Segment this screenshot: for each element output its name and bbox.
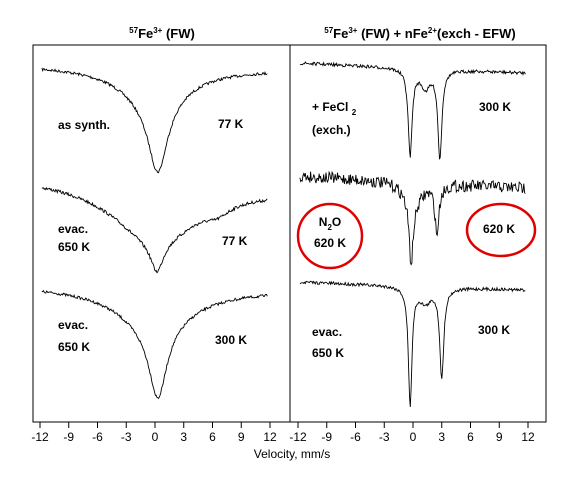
- right-spectrum-2-temperature: 620 K: [483, 222, 515, 236]
- left-spectrum-3-label-line1: evac.: [58, 318, 88, 332]
- right-spectrum-2-label-line2: 620 K: [314, 236, 346, 250]
- x-tick-label: -9: [321, 430, 332, 444]
- spectrum-line-left-3: [41, 289, 268, 400]
- left-spectrum-3-label-line2: 650 K: [58, 340, 90, 354]
- left-spectrum-3-temperature: 300 K: [215, 333, 247, 347]
- x-tick-label: 6: [467, 430, 474, 444]
- highlight-circle-right: [465, 202, 537, 258]
- right-spectrum-1-label-line1: + FeCl 2: [312, 100, 357, 117]
- x-tick-label: 6: [209, 430, 216, 444]
- left-panel-title: 57Fe3+ (FW): [129, 26, 195, 41]
- x-axis-label: Velocity, mm/s: [254, 447, 330, 461]
- x-tick-label: 0: [152, 430, 159, 444]
- x-tick-label: 0: [410, 430, 417, 444]
- right-spectrum-1-label-line2: (exch.): [312, 123, 351, 137]
- left-spectrum-2-label-line2: 650 K: [58, 240, 90, 254]
- x-tick-label: -3: [379, 430, 390, 444]
- x-tick-label: 3: [180, 430, 187, 444]
- spectrum-line-right-2: [299, 170, 526, 266]
- x-tick-label: -6: [92, 430, 103, 444]
- left-spectrum-2-label-line1: evac.: [58, 222, 88, 236]
- right-spectrum-3-label-line1: evac.: [312, 325, 342, 339]
- x-tick-label: 3: [438, 430, 445, 444]
- x-tick-label: -6: [350, 430, 361, 444]
- x-tick-label: 12: [521, 430, 535, 444]
- spectrum-line-right-3: [299, 280, 526, 408]
- right-spectrum-2-label-line1: N2O: [319, 215, 341, 232]
- spectrum-line-right-1: [299, 61, 526, 160]
- right-spectrum-3-temperature: 300 K: [478, 323, 510, 337]
- x-tick-label: 12: [263, 430, 277, 444]
- x-tick-label: -12: [31, 430, 49, 444]
- x-tick-label: 9: [496, 430, 503, 444]
- spectrum-line-left-2: [41, 186, 268, 274]
- x-tick-label: -12: [289, 430, 307, 444]
- left-spectrum-2-temperature: 77 K: [222, 234, 248, 248]
- right-spectrum-3-label-line2: 650 K: [312, 346, 344, 360]
- right-panel-title: 57Fe3+ (FW) + nFe2+(exch - EFW): [324, 26, 515, 41]
- x-tick-label: 9: [238, 430, 245, 444]
- x-tick-label: -3: [121, 430, 132, 444]
- highlight-circle-left: [296, 202, 364, 270]
- spectrum-line-left-1: [41, 67, 268, 174]
- left-spectrum-1-label: as synth.: [58, 118, 110, 132]
- x-tick-label: -9: [63, 430, 74, 444]
- left-spectrum-1-temperature: 77 K: [218, 117, 244, 131]
- right-spectrum-1-temperature: 300 K: [479, 100, 511, 114]
